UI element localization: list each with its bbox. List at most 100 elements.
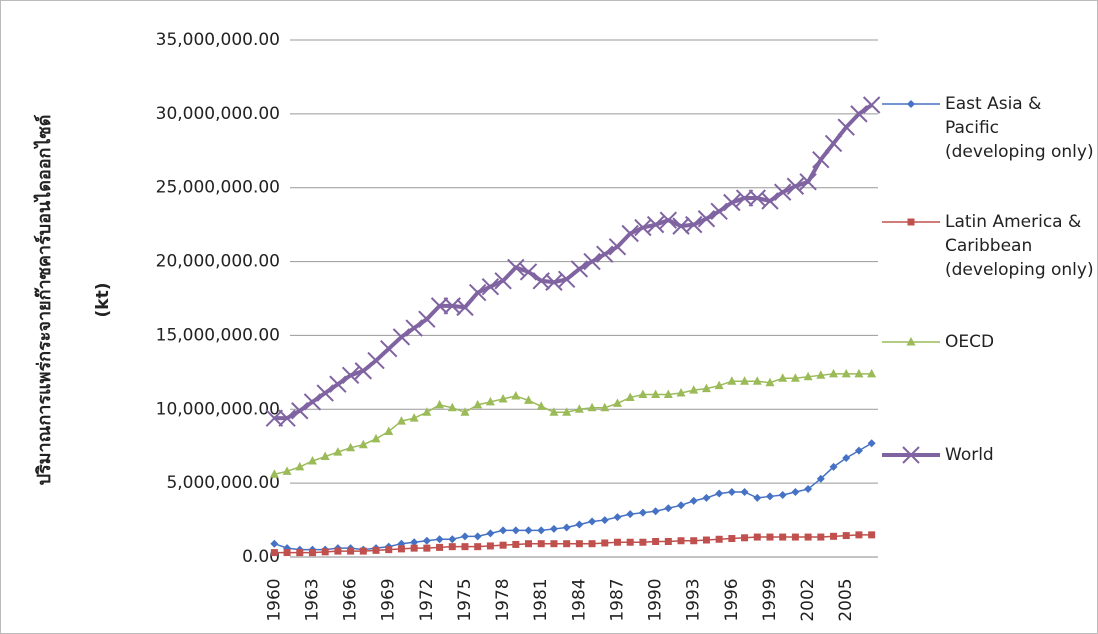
point — [461, 532, 469, 540]
point — [423, 545, 430, 552]
point — [474, 532, 482, 540]
point — [436, 535, 444, 543]
legend-label: World — [945, 443, 1095, 467]
point — [766, 534, 773, 541]
y-axis-title: ปริมาณการแพร่กระจายก๊าซคาร์บอนไดออกไซด์ — [33, 115, 55, 486]
point — [779, 491, 787, 499]
point — [435, 400, 444, 409]
point — [728, 535, 735, 542]
point — [322, 548, 329, 555]
chart: ปริมาณการแพร่กระจายก๊าซคาร์บอนไดออกไซด์ … — [0, 0, 1098, 634]
point — [334, 548, 341, 555]
point — [639, 539, 646, 546]
point — [626, 510, 634, 518]
point — [537, 526, 545, 534]
y-tick-label: 30,000,000.00 — [156, 104, 280, 124]
point — [779, 534, 786, 541]
point — [474, 543, 481, 550]
point — [284, 549, 291, 556]
point — [436, 544, 443, 551]
point — [830, 533, 837, 540]
point — [449, 543, 456, 550]
point — [499, 526, 507, 534]
x-tick-label: 1978 — [493, 578, 513, 621]
point — [868, 439, 876, 447]
point — [805, 534, 812, 541]
point — [422, 407, 431, 416]
legend-label: OECD — [945, 330, 1095, 354]
x-tick-label: 1975 — [455, 578, 475, 621]
point — [652, 538, 659, 545]
legend-label: Latin America & Caribbean (developing on… — [945, 210, 1095, 282]
point — [575, 521, 583, 529]
x-tick-label: 1972 — [417, 578, 437, 621]
point — [411, 545, 418, 552]
y-tick-label: 25,000,000.00 — [156, 178, 280, 198]
point — [741, 534, 748, 541]
point — [563, 523, 571, 531]
point — [741, 488, 749, 496]
point — [406, 320, 422, 336]
point — [423, 537, 431, 545]
point — [639, 509, 647, 517]
point — [512, 541, 519, 548]
point — [665, 538, 672, 545]
point — [855, 531, 862, 538]
point — [601, 516, 609, 524]
point — [868, 531, 875, 538]
point — [702, 494, 710, 502]
point — [855, 447, 863, 455]
x-tick-label: 2005 — [836, 578, 856, 621]
point — [525, 526, 533, 534]
point — [826, 135, 842, 151]
point — [461, 543, 468, 550]
point — [664, 504, 672, 512]
point — [843, 532, 850, 539]
x-tick-label: 1984 — [569, 578, 589, 621]
point — [908, 219, 915, 226]
point — [588, 518, 596, 526]
legend-label: East Asia & Pacific (developing only) — [945, 92, 1095, 164]
point — [373, 547, 380, 554]
point — [817, 534, 824, 541]
point — [813, 152, 829, 168]
point — [563, 540, 570, 547]
point — [601, 539, 608, 546]
point — [754, 534, 761, 541]
point — [715, 489, 723, 497]
point — [309, 549, 316, 556]
point — [330, 376, 346, 392]
point — [864, 97, 880, 113]
point — [398, 545, 405, 552]
x-tick-label: 1996 — [722, 578, 742, 621]
point — [550, 540, 557, 547]
point — [589, 540, 596, 547]
point — [627, 539, 634, 546]
y-tick-label: 15,000,000.00 — [156, 325, 280, 345]
point — [347, 548, 354, 555]
point — [550, 525, 558, 533]
x-tick-label: 2002 — [798, 578, 818, 621]
x-tick-label: 1987 — [607, 578, 627, 621]
point — [613, 513, 621, 521]
point — [372, 434, 381, 443]
point — [296, 549, 303, 556]
point — [576, 540, 583, 547]
point — [716, 536, 723, 543]
point — [538, 540, 545, 547]
x-tick-label: 1963 — [302, 578, 322, 621]
y-axis-unit: (kt) — [93, 283, 113, 318]
x-tick-label: 1960 — [264, 578, 284, 621]
point — [703, 537, 710, 544]
x-tick-label: 1993 — [684, 578, 704, 621]
y-tick-label: 20,000,000.00 — [156, 252, 280, 272]
point — [393, 329, 409, 345]
x-tick-label: 1969 — [379, 578, 399, 621]
point — [317, 385, 333, 401]
point — [791, 488, 799, 496]
point — [677, 501, 685, 509]
point — [907, 100, 915, 108]
point — [652, 507, 660, 515]
point — [792, 534, 799, 541]
point — [766, 492, 774, 500]
